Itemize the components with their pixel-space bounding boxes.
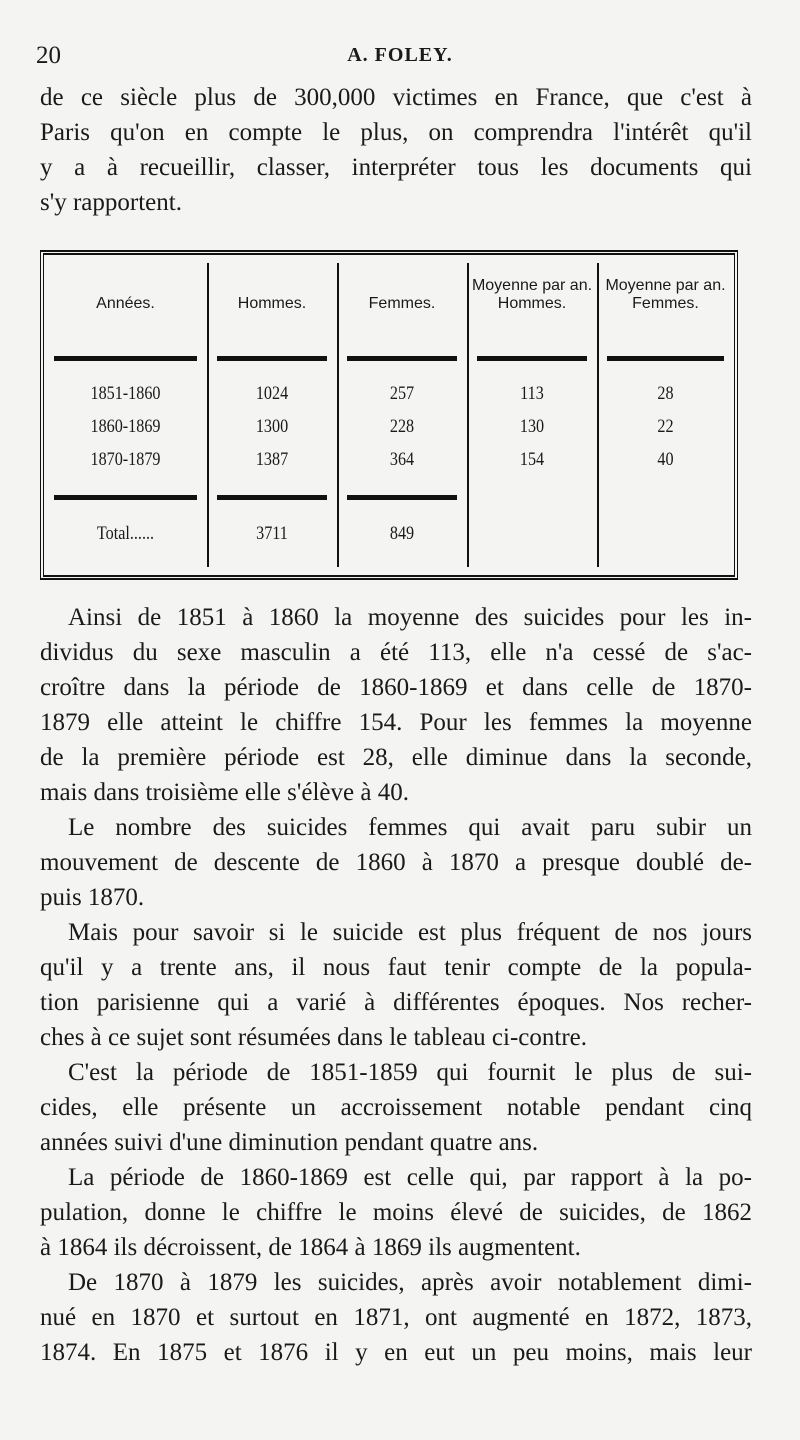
table-cell: 154 xyxy=(519,449,545,470)
text-line: nué en 1870 et surtout en 1871, ont augm… xyxy=(40,1304,752,1331)
text-line: 1874. En 1875 et 1876 il y en eut un peu… xyxy=(40,1339,752,1366)
rule-bar xyxy=(54,495,197,500)
rule-bar xyxy=(607,356,724,361)
text-line: puis 1870. xyxy=(40,884,145,911)
text-line: C'est la période de 1851-1859 qui fourni… xyxy=(68,1059,752,1086)
text-line: De 1870 à 1879 les suicides, après avoir… xyxy=(68,1269,752,1296)
table-cell: 1870-1879 xyxy=(90,449,161,470)
table-cell: 28 xyxy=(657,383,674,404)
page-number: 20 xyxy=(36,42,61,69)
running-title: A. FOLEY. xyxy=(347,44,453,66)
column-header: Femmes. xyxy=(368,295,436,312)
text-line: cides, elle présente un accroissement no… xyxy=(40,1094,752,1121)
text-line: 1879 elle atteint le chiffre 154. Pour l… xyxy=(40,709,752,736)
text-line: y a à recueillir, classer, interpréter t… xyxy=(40,154,752,181)
column-header: Moyenne par an. Femmes. xyxy=(605,277,726,312)
text-line: Mais pour savoir si le suicide est plus … xyxy=(68,919,752,946)
text-line: tion parisienne qui a varié à différente… xyxy=(40,989,752,1016)
rule-bar xyxy=(477,356,587,361)
text-line: mais dans troisième elle s'élève à 40. xyxy=(40,779,409,806)
text-line: années suivi d'une diminution pendant qu… xyxy=(40,1129,539,1156)
column-rule xyxy=(207,263,209,567)
rule-bar xyxy=(217,495,327,500)
paragraph-before-table: de ce siècle plus de 300,000 victimes en… xyxy=(40,80,752,220)
column-rule xyxy=(337,263,339,567)
text-line: Ainsi de 1851 à 1860 la moyenne des suic… xyxy=(68,604,752,631)
total-cell: 849 xyxy=(389,523,415,544)
table-cell: 257 xyxy=(389,383,415,404)
table-cell: 1300 xyxy=(255,416,289,437)
text-line: qu'il y a trente ans, il nous faut tenir… xyxy=(40,954,752,981)
table-cell: 1024 xyxy=(255,383,289,404)
table-cell: 1860-1869 xyxy=(90,416,161,437)
paragraph-after-table: Ainsi de 1851 à 1860 la moyenne des suic… xyxy=(40,600,752,1370)
column-header: Hommes. xyxy=(237,295,307,312)
text-line: La période de 1860-1869 est celle qui, p… xyxy=(68,1164,752,1191)
table-cell: 228 xyxy=(389,416,415,437)
text-line: de la première période est 28, elle dimi… xyxy=(40,744,752,771)
rule-bar xyxy=(54,356,197,361)
text-line: pulation, donne le chiffre le moins élev… xyxy=(40,1199,752,1226)
table-cell: 1851-1860 xyxy=(90,383,161,404)
rule-bar xyxy=(347,495,457,500)
total-cell: Total...... xyxy=(96,523,155,544)
text-line: à 1864 ils décroissent, de 1864 à 1869 i… xyxy=(40,1234,581,1261)
text-line: ches à ce sujet sont résumées dans le ta… xyxy=(40,1024,587,1051)
text-line: s'y rapportent. xyxy=(40,189,182,216)
table-cell: 40 xyxy=(657,449,674,470)
text-line: de ce siècle plus de 300,000 victimes en… xyxy=(40,84,752,111)
table-cell: 113 xyxy=(520,383,544,404)
column-rule xyxy=(597,263,599,567)
rule-bar xyxy=(347,356,457,361)
text-line: croître dans la période de 1860-1869 et … xyxy=(40,674,752,701)
text-line: Le nombre des suicides femmes qui avait … xyxy=(68,814,752,841)
rule-bar xyxy=(217,356,327,361)
text-line: mouvement de descente de 1860 à 1870 a p… xyxy=(40,849,752,876)
total-cell: 3711 xyxy=(256,523,288,544)
suicide-statistics-table: Années. Hommes. Femmes. Moyenne par an. Hom… xyxy=(40,250,738,580)
table-cell: 1387 xyxy=(255,449,289,470)
column-header: Moyenne par an. Hommes. xyxy=(471,277,593,312)
column-rule xyxy=(467,263,469,567)
text-line: dividus du sexe masculin a été 113, elle… xyxy=(40,639,752,666)
table-cell: 22 xyxy=(657,416,674,437)
column-header: Années. xyxy=(96,295,155,312)
table-cell: 364 xyxy=(389,449,415,470)
text-line: Paris qu'on en compte le plus, on compre… xyxy=(40,119,752,146)
table-cell: 130 xyxy=(519,416,545,437)
